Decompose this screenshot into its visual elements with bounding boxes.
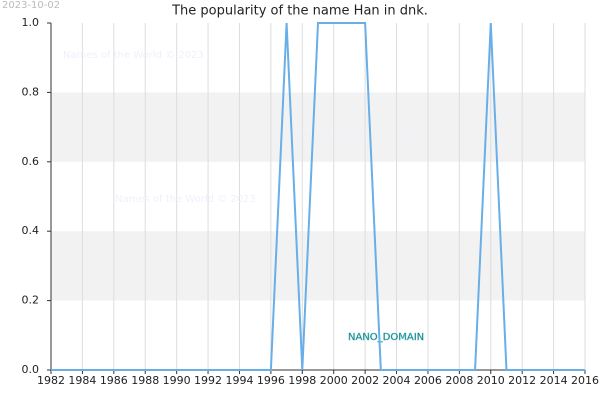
x-tick-label: 2002 — [351, 374, 379, 387]
x-tick-label: 1996 — [257, 374, 285, 387]
y-tick-label: 0.4 — [22, 224, 40, 237]
x-tick-label: 2004 — [383, 374, 411, 387]
x-tick-label: 1984 — [68, 374, 96, 387]
y-tick-label: 1.0 — [22, 16, 40, 29]
grid-band — [51, 231, 585, 301]
x-tick-label: 1992 — [194, 374, 222, 387]
chart-title: The popularity of the name Han in dnk. — [171, 4, 428, 19]
x-tick-label: 2016 — [571, 374, 599, 387]
watermark: Names of the World © 2023 — [283, 129, 424, 140]
x-tick-label: 1998 — [288, 374, 316, 387]
series-line — [51, 22, 585, 371]
y-tick-label: 0.6 — [22, 155, 40, 168]
x-tick-label: 2008 — [445, 374, 473, 387]
x-tick-label: 1988 — [131, 374, 159, 387]
x-tick-label: 2000 — [320, 374, 348, 387]
watermark: Names of the World © 2023 — [115, 194, 256, 205]
x-tick-label: 2012 — [508, 374, 536, 387]
x-tick-label: 2014 — [540, 374, 568, 387]
y-tick-label: 0.8 — [22, 85, 40, 98]
watermark: Names of the World © 2023 — [63, 50, 204, 61]
y-tick-label: 0.2 — [22, 294, 40, 307]
x-tick-label: 1994 — [225, 374, 253, 387]
x-tick-label: 2010 — [477, 374, 505, 387]
x-tick-label: 1982 — [37, 374, 65, 387]
domain-label: NANO_DOMAIN — [348, 332, 424, 343]
x-tick-label: 1990 — [163, 374, 191, 387]
x-tick-label: 1986 — [100, 374, 128, 387]
y-tick-label: 0.0 — [22, 363, 40, 376]
date-stamp: 2023-10-02 — [2, 0, 60, 11]
grid-band — [51, 92, 585, 162]
x-tick-label: 2006 — [414, 374, 442, 387]
